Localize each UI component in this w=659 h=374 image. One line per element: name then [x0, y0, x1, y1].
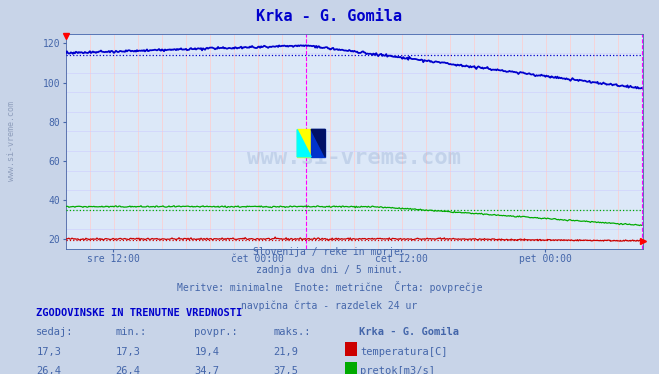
Polygon shape [297, 129, 311, 157]
Text: 21,9: 21,9 [273, 347, 299, 357]
Bar [297, 129, 311, 157]
Text: 34,7: 34,7 [194, 367, 219, 374]
Text: Krka - G. Gomila: Krka - G. Gomila [256, 9, 403, 24]
Text: 17,3: 17,3 [36, 347, 61, 357]
Text: 26,4: 26,4 [115, 367, 140, 374]
Text: pretok[m3/s]: pretok[m3/s] [360, 367, 436, 374]
Text: ZGODOVINSKE IN TRENUTNE VREDNOSTI: ZGODOVINSKE IN TRENUTNE VREDNOSTI [36, 308, 243, 318]
Text: sedaj:: sedaj: [36, 328, 74, 337]
Text: zadnja dva dni / 5 minut.: zadnja dva dni / 5 minut. [256, 265, 403, 275]
Text: www.si-vreme.com: www.si-vreme.com [7, 101, 16, 181]
Text: Meritve: minimalne  Enote: metrične  Črta: povprečje: Meritve: minimalne Enote: metrične Črta:… [177, 281, 482, 293]
Text: Krka - G. Gomila: Krka - G. Gomila [359, 328, 459, 337]
Text: navpična črta - razdelek 24 ur: navpična črta - razdelek 24 ur [241, 300, 418, 311]
Text: www.si-vreme.com: www.si-vreme.com [247, 148, 461, 168]
Text: maks.:: maks.: [273, 328, 311, 337]
Text: min.:: min.: [115, 328, 146, 337]
Text: 19,4: 19,4 [194, 347, 219, 357]
Bar [311, 129, 325, 157]
Text: temperatura[C]: temperatura[C] [360, 347, 448, 357]
Text: 26,4: 26,4 [36, 367, 61, 374]
Text: povpr.:: povpr.: [194, 328, 238, 337]
Text: 37,5: 37,5 [273, 367, 299, 374]
Text: Slovenija / reke in morje.: Slovenija / reke in morje. [253, 247, 406, 257]
Polygon shape [311, 129, 325, 157]
Text: 17,3: 17,3 [115, 347, 140, 357]
